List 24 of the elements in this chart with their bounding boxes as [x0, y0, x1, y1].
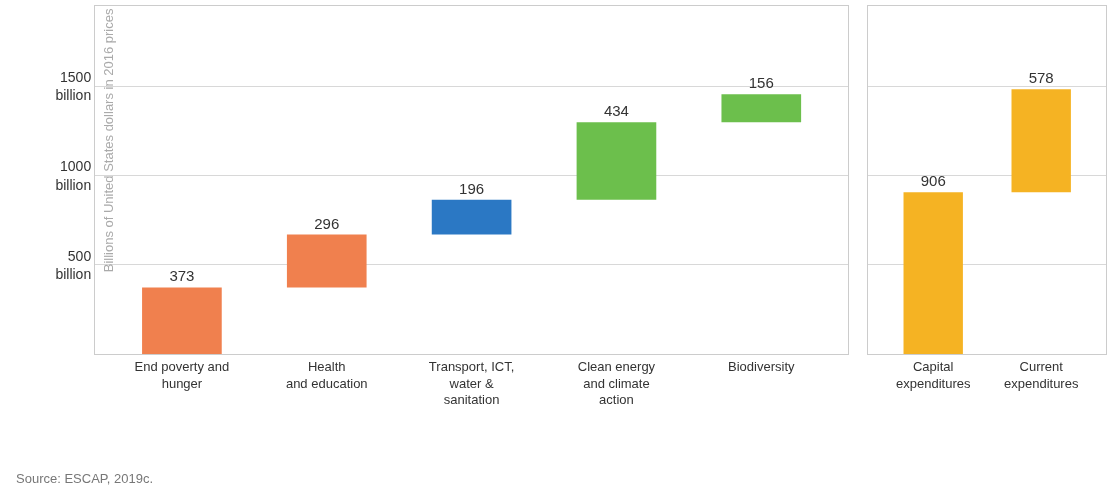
x-tick-label: Capital expenditures	[895, 358, 971, 391]
y-tick-label: 500 billion	[55, 247, 92, 282]
data-label: 906	[920, 172, 946, 190]
bar	[286, 234, 367, 288]
x-tick-label: Clean energy and climate action	[577, 358, 656, 408]
data-label: 578	[1028, 69, 1054, 87]
bar	[721, 94, 802, 123]
y-tick-label: 1500 billion	[55, 69, 92, 104]
x-tick-label: Health and education	[285, 358, 368, 391]
bar	[576, 122, 657, 200]
y-axis-title: Billions of United States dollars in 2016 prices	[101, 8, 117, 273]
data-label: 156	[748, 74, 774, 92]
data-label: 434	[603, 102, 629, 120]
bar	[142, 287, 222, 354]
y-tick-label: 1000 billion	[55, 158, 92, 193]
x-tick-label: Transport, ICT, water & sanitation	[428, 358, 515, 408]
bar	[431, 199, 512, 235]
x-tick-label: Biodiversity	[728, 358, 796, 374]
x-tick-label: End poverty and hunger	[134, 358, 230, 391]
data-label: 373	[169, 267, 195, 285]
data-label: 196	[459, 179, 485, 197]
x-tick-label: Current expenditures	[1003, 358, 1079, 391]
source-note: Source: ESCAP, 2019c.	[16, 471, 154, 486]
data-label: 296	[314, 214, 340, 232]
